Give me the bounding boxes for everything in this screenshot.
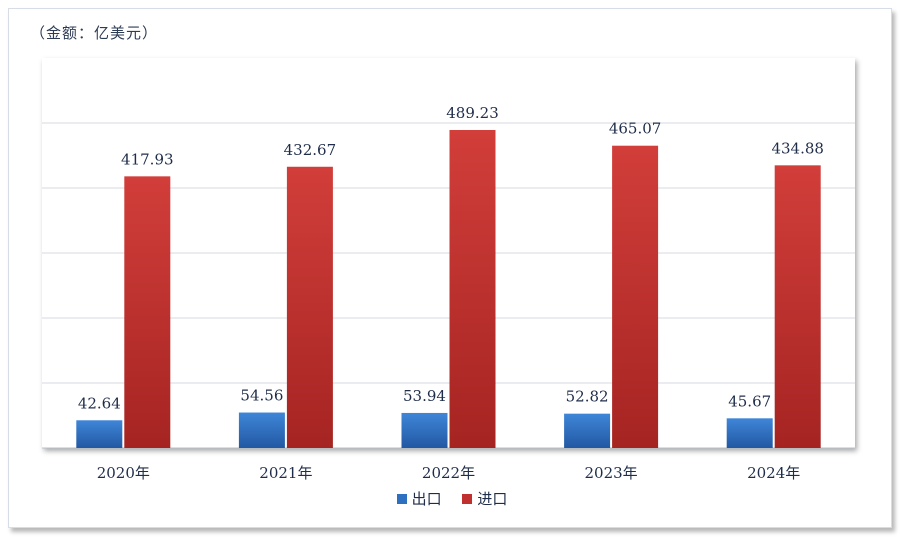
import-bar[interactable] [612,145,659,448]
export-value-label: 42.64 [78,394,121,412]
import-swatch [462,493,473,504]
export-bar[interactable] [726,418,773,448]
gridlines [42,122,855,449]
export-bar[interactable] [401,412,448,448]
x-tick-label: 2023年 [585,464,638,482]
import-value-label: 489.23 [446,104,499,122]
x-tick-label: 2020年 [97,464,150,482]
bars [76,130,821,449]
import-bar[interactable] [124,176,171,448]
export-value-label: 53.94 [403,387,446,405]
import-bar[interactable] [774,165,821,448]
legend-import-label: 进口 [477,490,508,508]
export-bar[interactable] [238,412,285,448]
export-bar[interactable] [564,413,611,448]
export-bar[interactable] [76,420,123,448]
legend: 出口 进口 [0,488,904,509]
import-value-label: 432.67 [284,141,337,159]
export-value-label: 54.56 [240,387,283,405]
x-tick-label: 2021年 [259,464,312,482]
value-labels: 42.64 417.93 54.56 432.67 53.94 489.23 52.82 46… [78,104,824,412]
import-value-label: 465.07 [609,120,662,138]
x-tick-label: 2022年 [422,464,475,482]
export-swatch [396,493,407,504]
import-bar[interactable] [286,166,333,448]
export-value-label: 45.67 [728,392,771,410]
import-value-label: 417.93 [121,150,174,168]
unit-label: （金额：亿美元） [30,24,159,42]
import-value-label: 434.88 [771,139,824,157]
export-value-label: 52.82 [566,388,609,406]
x-tick-label: 2024年 [747,464,800,482]
x-axis-ticks: 2020年 2021年 2022年 2023年 2024年 [97,464,801,482]
import-bar[interactable] [449,130,496,449]
legend-item-import[interactable]: 进口 [462,488,507,509]
legend-export-label: 出口 [411,490,442,508]
legend-item-export[interactable]: 出口 [396,488,442,509]
